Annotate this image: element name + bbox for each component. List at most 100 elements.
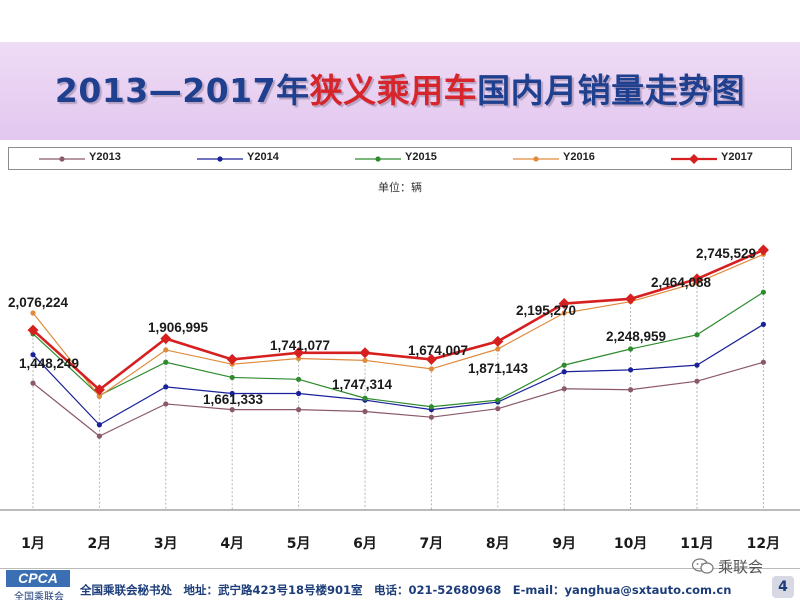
data-label: 1,741,077 bbox=[270, 338, 330, 353]
data-point-y2016 bbox=[362, 357, 368, 363]
series-line-y2015 bbox=[32, 291, 764, 408]
top-strip bbox=[0, 0, 800, 38]
series-line-y2014 bbox=[32, 323, 764, 426]
data-label: 1,674,007 bbox=[408, 343, 468, 358]
data-point-y2016 bbox=[96, 393, 102, 399]
data-point-y2015 bbox=[561, 362, 567, 368]
chart-legend: Y2013 Y2014 Y2015 Y2016 Y2017 bbox=[8, 147, 792, 170]
data-point-y2015 bbox=[296, 376, 302, 382]
data-point-y2017 bbox=[359, 347, 371, 359]
data-point-y2016 bbox=[163, 347, 169, 353]
data-point-y2014 bbox=[561, 369, 567, 375]
legend-label-y2014: Y2014 bbox=[247, 151, 279, 163]
data-point-y2017 bbox=[93, 384, 105, 396]
legend-marker-y2013 bbox=[39, 156, 85, 162]
footer-contact: 全国乘联会秘书处 地址：武宁路423号18号楼901室 电话：021-52680… bbox=[80, 583, 732, 597]
x-tick-label: 7月 bbox=[420, 536, 444, 552]
data-point-y2017 bbox=[492, 335, 504, 347]
data-point-y2015 bbox=[760, 289, 767, 295]
data-point-y2015 bbox=[229, 374, 235, 381]
x-tick-label: 6月 bbox=[353, 536, 377, 552]
data-point-y2013 bbox=[163, 401, 169, 407]
series-line-y2016 bbox=[32, 253, 764, 398]
data-label: 2,464,088 bbox=[651, 275, 712, 290]
x-tick-label: 3月 bbox=[154, 536, 178, 552]
data-point-y2016 bbox=[495, 346, 501, 352]
data-label: 2,076,224 bbox=[8, 295, 69, 310]
data-point-y2017 bbox=[625, 293, 637, 305]
x-tick-label: 1月 bbox=[21, 536, 45, 552]
data-point-y2014 bbox=[296, 390, 302, 397]
data-point-y2013 bbox=[30, 380, 36, 386]
data-point-y2013 bbox=[362, 408, 368, 415]
data-point-y2015 bbox=[362, 395, 368, 401]
data-point-y2015 bbox=[694, 332, 700, 338]
legend-label-y2017: Y2017 bbox=[721, 151, 753, 163]
data-point-y2013 bbox=[561, 386, 567, 392]
data-point-y2015 bbox=[163, 359, 169, 365]
data-point-y2014 bbox=[694, 362, 700, 368]
data-label: 2,248,959 bbox=[606, 329, 666, 344]
data-label: 1,448,249 bbox=[19, 356, 79, 371]
data-point-y2017 bbox=[558, 298, 570, 310]
data-label: 1,906,995 bbox=[148, 320, 209, 335]
data-label: 2,745,529 bbox=[696, 246, 756, 261]
wechat-label: 乘联会 bbox=[718, 558, 764, 576]
data-point-y2013 bbox=[760, 359, 767, 365]
line-chart: 2,076,224 1,448,249 1,906,995 1,661,333 1,74… bbox=[0, 244, 800, 552]
data-point-y2014 bbox=[628, 367, 634, 373]
data-point-y2017 bbox=[293, 347, 305, 359]
data-point-y2013 bbox=[96, 433, 102, 439]
series-line-y2017 bbox=[32, 248, 764, 392]
legend-label-y2015: Y2015 bbox=[405, 151, 437, 163]
data-point-y2017 bbox=[160, 333, 172, 345]
data-point-y2015 bbox=[428, 404, 434, 410]
page-title: 2013—2017年狭义乘用车国内月销量走势图 bbox=[0, 64, 800, 112]
data-label: 1,871,143 bbox=[468, 361, 529, 376]
x-tick-label: 11月 bbox=[680, 536, 713, 552]
data-point-y2014 bbox=[760, 321, 767, 327]
logo-mark: CPCA bbox=[6, 570, 70, 587]
page-number: 4 bbox=[772, 576, 794, 598]
title-highlight: 狭义乘用车 bbox=[309, 71, 478, 110]
data-point-y2013 bbox=[296, 407, 302, 413]
x-tick-label: 12月 bbox=[747, 536, 780, 552]
legend-marker-y2016 bbox=[513, 156, 559, 162]
data-point-y2016 bbox=[30, 310, 36, 316]
cpca-logo: CPCA 全国乘联会 bbox=[4, 568, 72, 600]
data-point-y2013 bbox=[229, 407, 235, 413]
x-tick-label: 4月 bbox=[220, 536, 244, 552]
data-label: 1,747,314 bbox=[332, 377, 393, 392]
legend-item-y2015: Y2015 bbox=[355, 151, 437, 167]
legend-marker-y2014 bbox=[197, 156, 243, 162]
title-rest: 国内月销量走势图 bbox=[477, 71, 746, 110]
data-point-y2017 bbox=[27, 324, 39, 336]
title-years: 2013—2017年 bbox=[54, 71, 310, 110]
data-point-y2014 bbox=[229, 390, 235, 397]
legend-item-y2016: Y2016 bbox=[513, 151, 595, 167]
legend-marker-y2015 bbox=[355, 156, 401, 162]
data-point-y2016 bbox=[296, 355, 302, 362]
data-point-y2013 bbox=[428, 414, 434, 420]
title-band bbox=[0, 42, 800, 140]
x-tick-label: 2月 bbox=[88, 536, 112, 552]
data-point-y2014 bbox=[30, 352, 36, 358]
data-point-y2015 bbox=[628, 346, 634, 352]
data-point-y2013 bbox=[495, 406, 501, 412]
data-point-y2016 bbox=[561, 310, 567, 316]
data-point-y2017 bbox=[757, 244, 769, 256]
x-tick-label: 10月 bbox=[614, 536, 647, 552]
legend-marker-y2017 bbox=[671, 154, 717, 164]
data-point-y2016 bbox=[428, 366, 434, 372]
data-point-y2014 bbox=[163, 384, 169, 390]
series-line-y2013 bbox=[32, 361, 764, 437]
data-point-y2017 bbox=[691, 273, 703, 285]
data-label: 1,661,333 bbox=[203, 392, 264, 407]
legend-item-y2013: Y2013 bbox=[39, 151, 121, 167]
data-point-y2017 bbox=[226, 353, 238, 365]
legend-label-y2016: Y2016 bbox=[563, 151, 595, 163]
data-point-y2017 bbox=[425, 353, 437, 365]
data-point-y2014 bbox=[96, 422, 102, 428]
legend-label-y2013: Y2013 bbox=[89, 151, 121, 163]
x-tick-label: 9月 bbox=[552, 536, 576, 552]
